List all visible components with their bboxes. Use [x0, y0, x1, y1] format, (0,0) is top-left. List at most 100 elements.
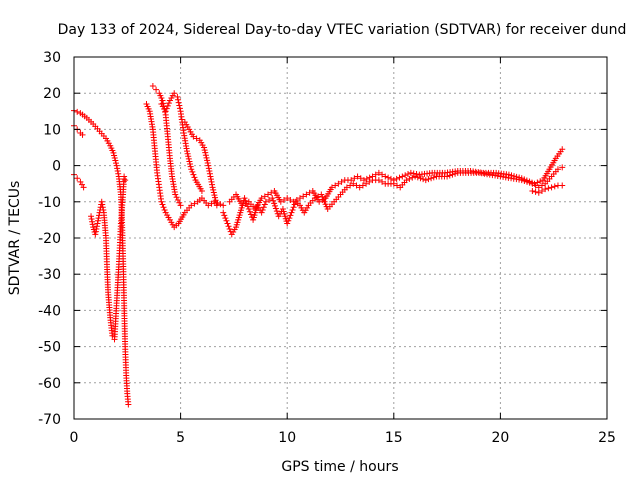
x-tick-label: 10 — [278, 430, 296, 446]
data-point — [538, 182, 545, 189]
data-point — [113, 160, 119, 167]
data-point — [372, 171, 379, 178]
data-point — [523, 177, 530, 184]
data-point — [347, 182, 354, 189]
data-point — [92, 231, 99, 238]
data-point — [125, 401, 132, 408]
x-tick-label: 25 — [598, 430, 616, 446]
data-point — [548, 184, 555, 191]
data-point — [551, 183, 558, 190]
data-point — [93, 223, 100, 230]
plot-marks — [71, 82, 566, 408]
data-point — [112, 157, 119, 164]
data-point — [174, 196, 181, 203]
data-point — [369, 173, 376, 180]
data-point — [111, 152, 118, 159]
data-point — [343, 184, 350, 191]
data-point — [202, 149, 209, 156]
data-point — [74, 108, 81, 115]
data-point — [290, 204, 297, 211]
data-point — [261, 193, 268, 200]
data-point — [201, 144, 208, 151]
data-point — [357, 175, 364, 182]
series-8 — [181, 119, 220, 209]
series-2 — [71, 122, 86, 138]
y-tick-label: -10 — [38, 195, 61, 211]
data-point — [338, 178, 345, 185]
y-tick-label: -30 — [38, 267, 61, 283]
data-point — [92, 228, 99, 235]
data-point — [189, 168, 196, 175]
data-point — [271, 200, 278, 207]
data-point — [213, 199, 220, 206]
data-point — [353, 182, 360, 189]
data-point — [272, 205, 279, 212]
data-point — [284, 220, 291, 227]
grid-lines — [74, 57, 607, 419]
x-tick-label: 15 — [385, 430, 403, 446]
y-tick-label: 10 — [43, 122, 61, 138]
data-point — [532, 188, 539, 195]
y-tick-label: -40 — [38, 303, 61, 319]
data-point — [74, 175, 81, 182]
y-tick-label: 0 — [52, 159, 61, 175]
data-point — [270, 197, 277, 204]
data-point — [393, 175, 400, 182]
data-point — [98, 198, 105, 205]
data-point — [402, 172, 409, 179]
data-point — [220, 209, 227, 216]
data-point — [430, 174, 437, 181]
data-point — [175, 96, 182, 103]
data-point — [176, 199, 183, 206]
x-axis: 0 5 10 15 20 25 — [70, 57, 616, 446]
data-point — [115, 170, 122, 177]
data-point — [185, 155, 192, 162]
data-point — [379, 178, 386, 185]
y-tick-label: -50 — [38, 340, 61, 356]
y-tick-label: -70 — [38, 412, 61, 428]
data-point — [153, 86, 160, 93]
data-point — [363, 175, 370, 182]
data-point — [239, 202, 246, 209]
data-point — [425, 176, 432, 183]
data-point — [542, 186, 549, 193]
data-point — [390, 177, 397, 184]
data-point — [149, 82, 156, 89]
data-point — [351, 175, 358, 182]
data-point — [375, 177, 382, 184]
data-point — [319, 196, 326, 203]
data-point — [113, 162, 120, 169]
data-point — [164, 102, 171, 109]
data-point — [93, 225, 100, 232]
data-point — [204, 157, 211, 164]
data-point — [201, 147, 208, 154]
data-point — [80, 184, 87, 191]
data-point — [258, 209, 265, 216]
data-point — [407, 169, 414, 176]
data-point — [187, 163, 194, 170]
data-point — [165, 100, 172, 107]
data-point — [186, 158, 193, 165]
data-point — [95, 215, 102, 222]
data-point — [399, 173, 406, 180]
data-point — [191, 174, 198, 181]
y-axis: 30 20 10 0 -10 -20 -30 -40 -50 -60 -70 — [38, 50, 607, 428]
data-point — [288, 209, 295, 216]
data-point — [205, 165, 212, 172]
data-point — [221, 212, 228, 219]
data-point — [247, 211, 254, 218]
data-point — [554, 166, 561, 173]
data-point — [242, 200, 249, 207]
data-point — [382, 173, 389, 180]
series-5 — [143, 101, 227, 231]
x-axis-label: GPS time / hours — [281, 459, 398, 475]
data-point — [198, 187, 205, 194]
data-point — [414, 174, 421, 181]
data-point — [210, 186, 217, 193]
data-point — [88, 215, 95, 222]
x-tick-label: 0 — [70, 430, 79, 446]
data-point — [212, 197, 219, 204]
data-point — [258, 195, 265, 202]
data-point — [260, 204, 267, 211]
